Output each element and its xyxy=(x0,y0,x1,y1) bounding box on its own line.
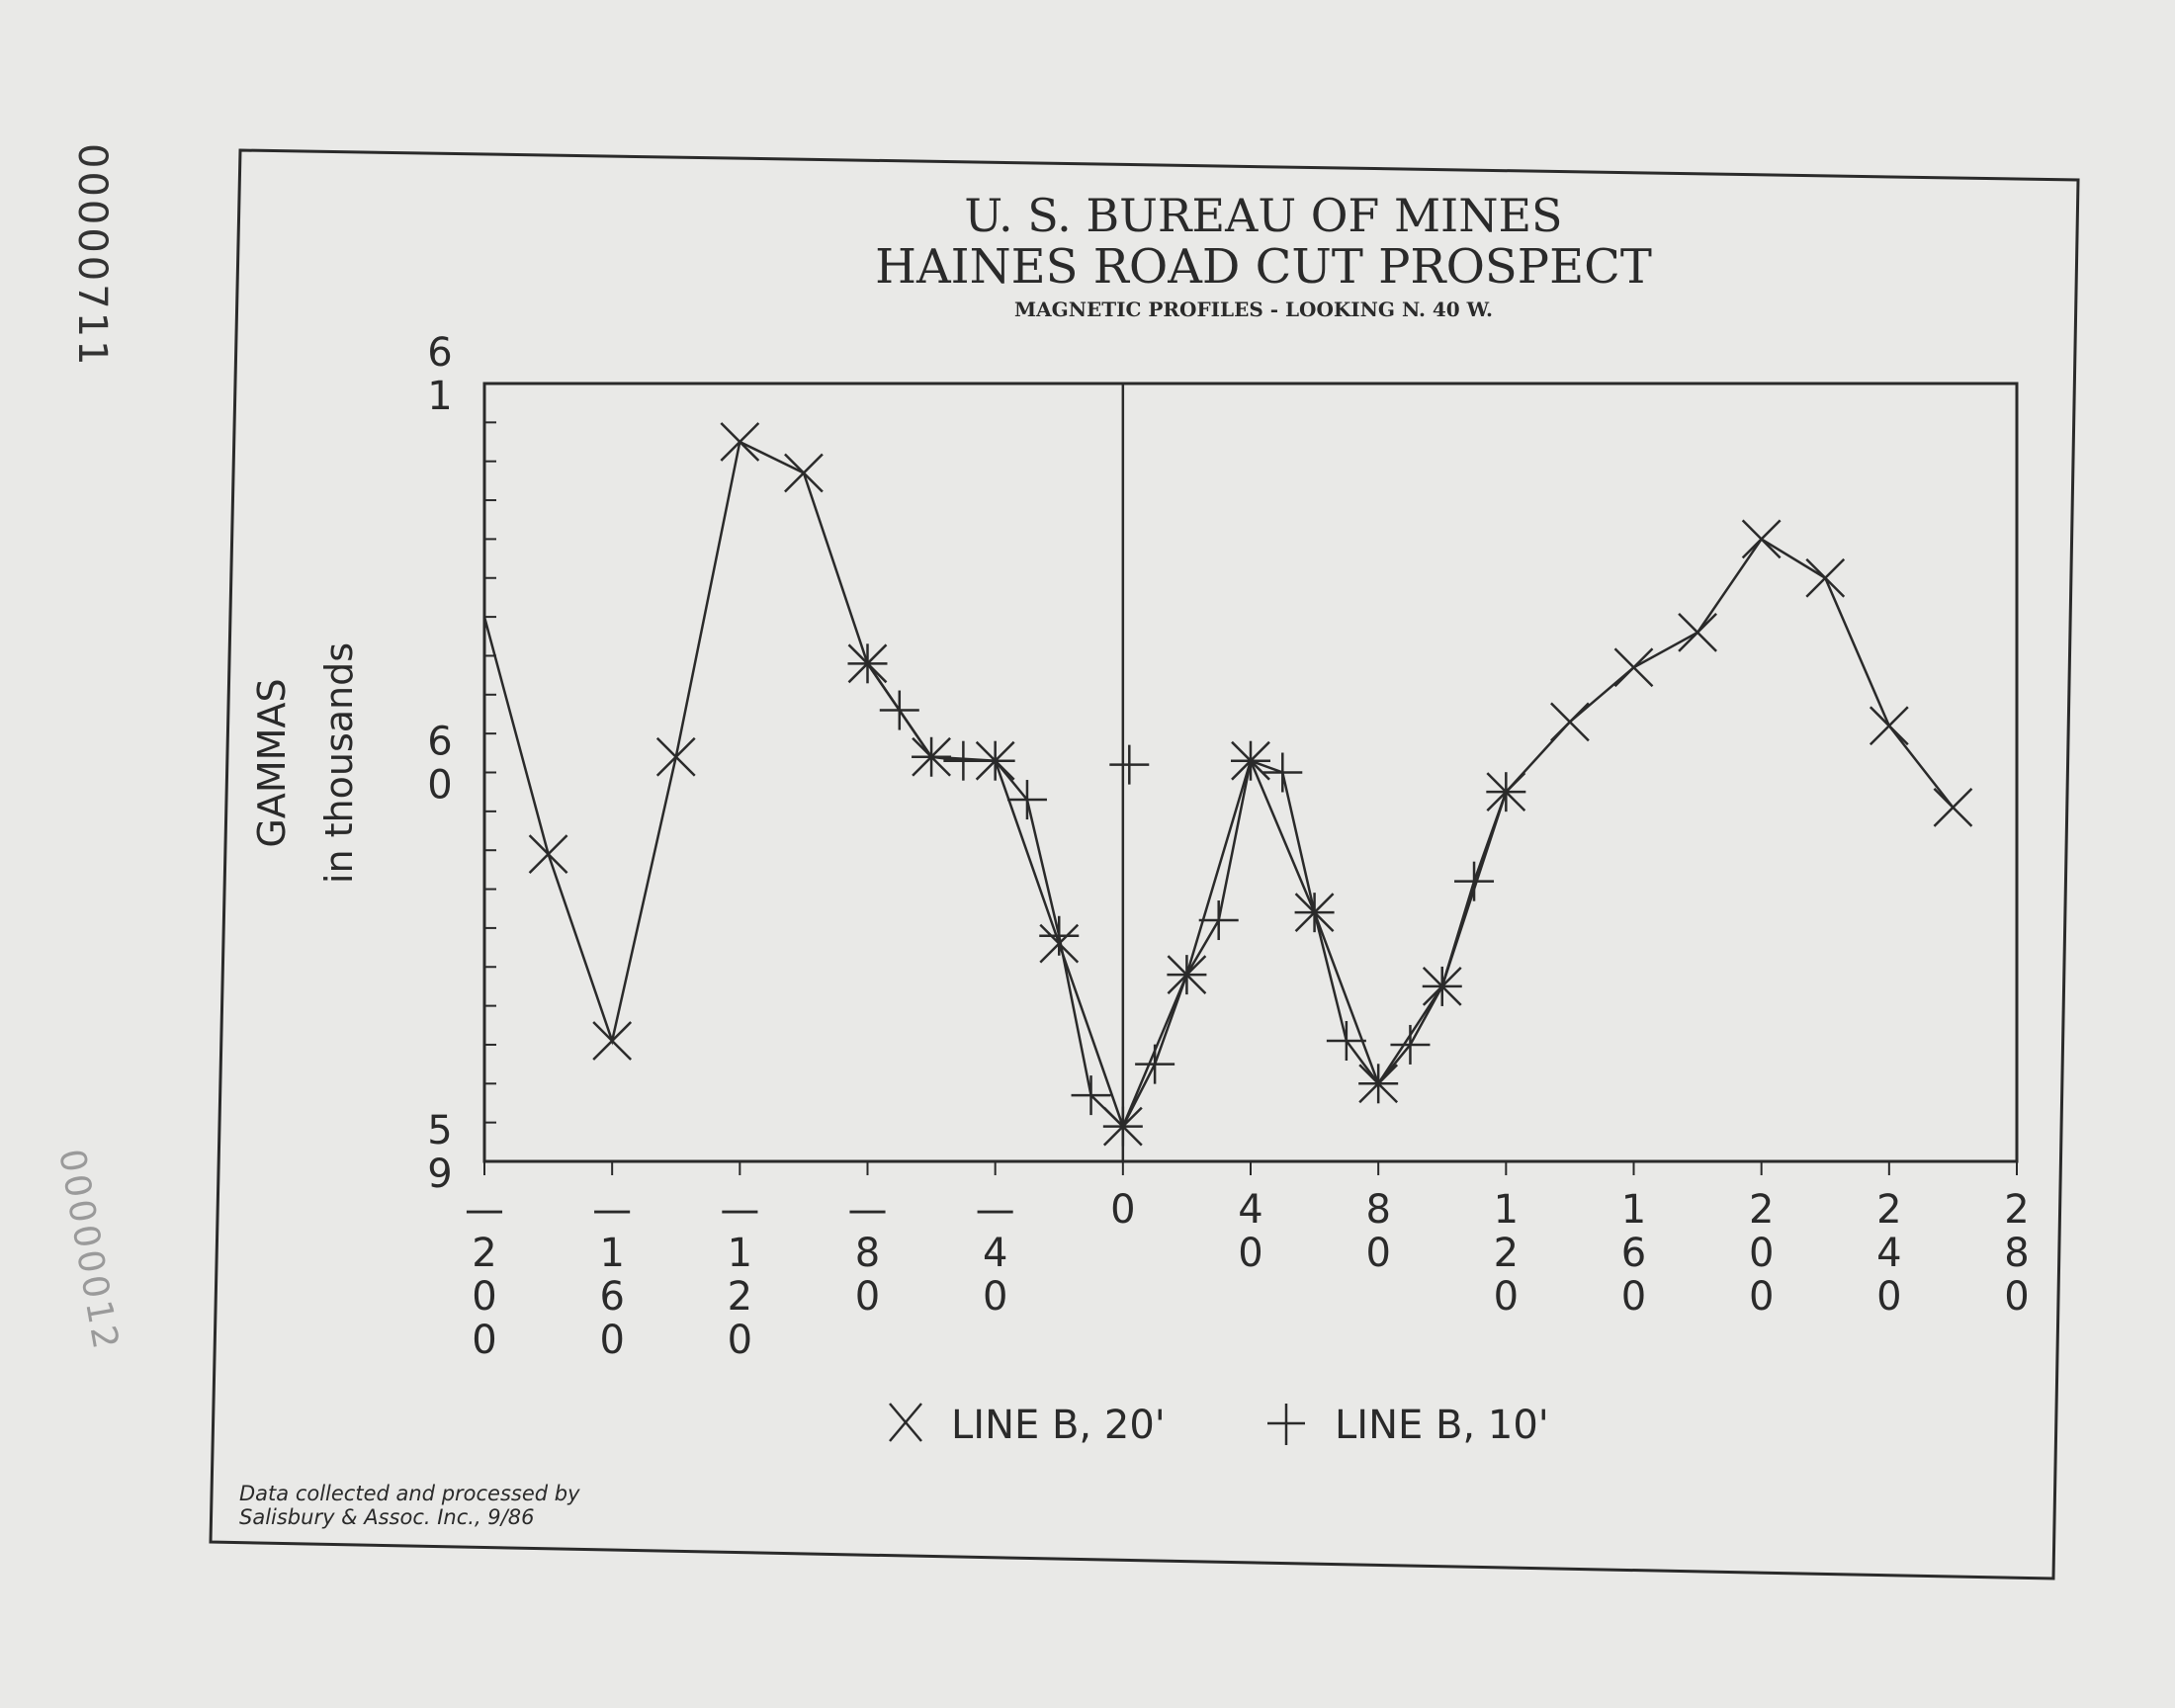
data-point-x-marker xyxy=(528,834,568,875)
legend-plus-marker-icon xyxy=(1267,1404,1305,1445)
data-point-x-marker xyxy=(655,736,696,777)
legend-label-line-b-10: LINE B, 10' xyxy=(1335,1403,1549,1448)
x-tick-label: 0 xyxy=(1110,1187,1135,1233)
chart-title: U. S. BUREAU OF MINES xyxy=(964,189,1562,242)
legend-x-marker-icon xyxy=(889,1403,922,1442)
data-point-x-marker xyxy=(784,453,824,493)
data-point-x-marker xyxy=(1933,788,1973,827)
outer-frame xyxy=(209,148,2080,1580)
data-point-x-marker xyxy=(720,422,760,462)
data-point-x-marker xyxy=(1613,647,1654,688)
data-point-x-marker xyxy=(1869,706,1909,746)
credit-line-1: Data collected and processed by xyxy=(239,1482,580,1505)
legend-label-line-b-20: LINE B, 20' xyxy=(951,1403,1166,1448)
legend: LINE B, 20' LINE B, 10' xyxy=(889,1403,1549,1448)
data-point-x-marker xyxy=(1678,612,1717,652)
credit-line-2: Salisbury & Assoc. Inc., 9/86 xyxy=(239,1505,534,1529)
stamp-top: 00000711 xyxy=(69,143,115,369)
y-axis-label-units: in thousands xyxy=(317,642,361,884)
stamp-bottom: 00000012 xyxy=(50,1146,126,1354)
plot-area: 5 9 6 0 6 1 — 2 0 0 — 1 6 0 — 1 2 0 — 8 0 — 4 0 0 4 0 8 0 1 2 0 1 6 0 2 0 0 2 4… xyxy=(427,330,2029,1363)
data-point-x-marker xyxy=(1741,519,1782,559)
data-point-x-marker xyxy=(1550,702,1590,742)
data-point-x-marker xyxy=(1805,557,1846,598)
series-line-line-b-20 xyxy=(482,440,1955,1131)
chart-subtitle: HAINES ROAD CUT PROSPECT xyxy=(875,239,1652,295)
x-tick-label: —8 0 xyxy=(848,1187,888,1320)
data-point-x-marker xyxy=(592,1021,633,1061)
y-axis-label: GAMMAS xyxy=(250,678,294,847)
x-tick-label: —1 2 0 xyxy=(720,1187,759,1363)
x-tick-label: —2 0 0 xyxy=(465,1187,504,1363)
x-tick-label: —1 6 0 xyxy=(592,1187,632,1363)
x-tick-label: —4 0 xyxy=(976,1187,1015,1320)
chart-subsubtitle: MAGNETIC PROFILES - LOOKING N. 40 W. xyxy=(1014,298,1493,321)
